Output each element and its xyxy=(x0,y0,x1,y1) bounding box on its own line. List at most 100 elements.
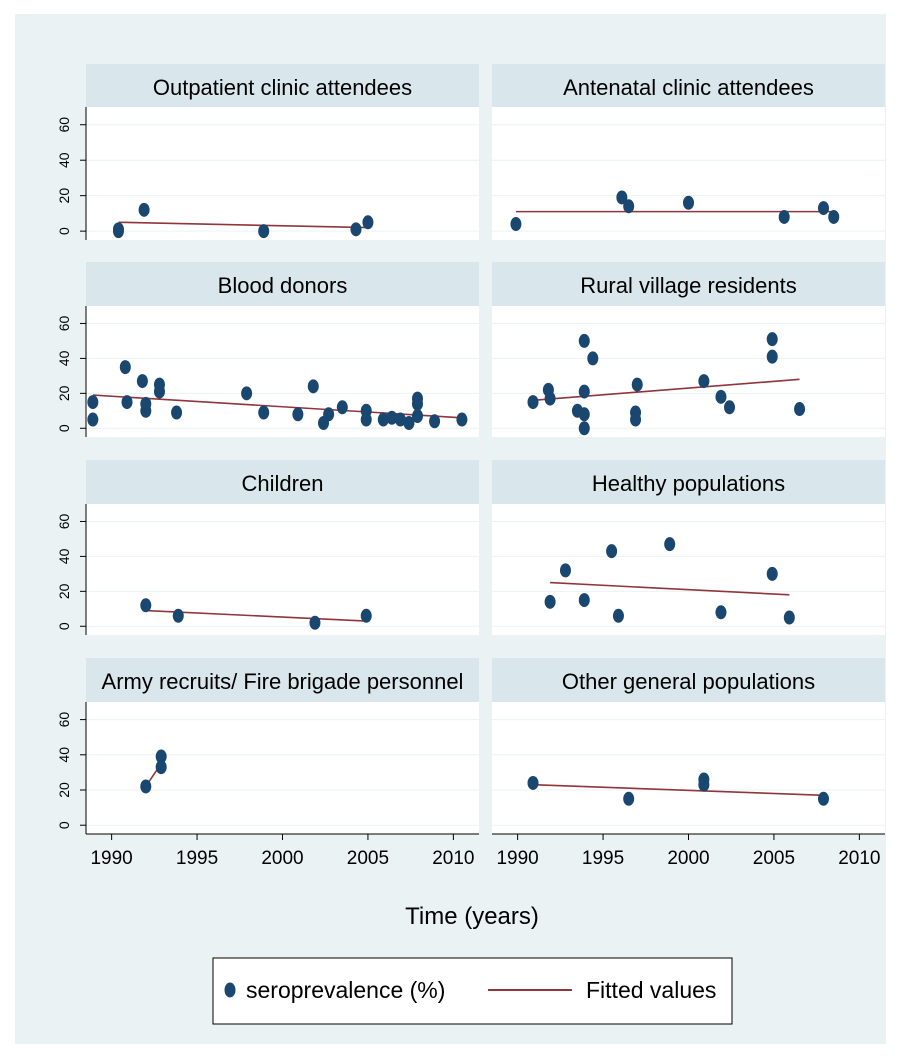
legend-label-seroprevalence: seroprevalence (%) xyxy=(246,977,445,1003)
data-point xyxy=(241,386,253,401)
data-point xyxy=(578,384,590,399)
data-point xyxy=(136,374,148,389)
panel-title: Army recruits/ Fire brigade personnel xyxy=(102,669,464,694)
data-point xyxy=(510,217,522,232)
data-point xyxy=(578,421,590,436)
data-point xyxy=(828,209,840,224)
panel-4: Rural village residents xyxy=(492,262,885,437)
data-point xyxy=(429,414,441,429)
y-tick-label: 40 xyxy=(56,747,72,763)
legend-marker-icon xyxy=(224,982,236,998)
panel-title: Outpatient clinic attendees xyxy=(153,75,412,100)
y-tick-label: 60 xyxy=(56,117,72,133)
x-tick-label: 1995 xyxy=(176,848,218,869)
data-point xyxy=(394,412,406,427)
data-point xyxy=(778,209,790,224)
y-tick-label: 0 xyxy=(56,227,72,235)
fit-line xyxy=(550,581,790,596)
panels-layer: Outpatient clinic attendees Antenatal cli… xyxy=(86,64,885,834)
fit-line xyxy=(532,378,800,402)
panel-header xyxy=(492,658,885,702)
y-tick-label: 40 xyxy=(56,152,72,168)
data-point xyxy=(377,412,389,427)
x-tick-label: 2010 xyxy=(838,848,880,869)
data-point xyxy=(87,412,99,427)
legend-label-fitted: Fitted values xyxy=(586,977,716,1003)
data-point xyxy=(386,410,398,425)
y-tick-label: 40 xyxy=(56,350,72,366)
y-tick-label: 60 xyxy=(56,315,72,331)
x-axis: 1990 1995 2000 2005 2010 xyxy=(86,833,479,869)
data-point xyxy=(623,791,635,806)
x-tick-label: 1990 xyxy=(90,848,132,869)
fit-line xyxy=(532,783,824,797)
panel-6: Healthy populations xyxy=(492,460,885,635)
x-tick-label: 2005 xyxy=(347,848,389,869)
panel-title: Rural village residents xyxy=(580,273,796,298)
plot-area xyxy=(492,306,885,437)
y-axis: 0 20 40 60 xyxy=(56,504,87,635)
y-tick-label: 0 xyxy=(56,821,72,829)
data-point xyxy=(578,407,590,422)
axes-layer: 0 20 40 60 0 20 40 60 0 20 40 60 0 20 40 60 1990 1995 2000… xyxy=(56,107,885,869)
x-tick-label: 2000 xyxy=(667,848,709,869)
panel-2: Antenatal clinic attendees xyxy=(492,64,885,240)
panel-8: Other general populations xyxy=(492,658,885,834)
data-point xyxy=(612,608,624,623)
data-point xyxy=(616,190,628,205)
data-point xyxy=(153,384,165,399)
data-point xyxy=(403,416,415,431)
plot-area xyxy=(492,107,885,240)
panel-header xyxy=(86,460,479,504)
data-point xyxy=(766,349,778,364)
panel-7: Army recruits/ Fire brigade personnel xyxy=(86,658,479,834)
y-tick-label: 20 xyxy=(56,385,72,401)
panel-header xyxy=(86,262,479,306)
data-point xyxy=(172,608,184,623)
data-point xyxy=(155,749,167,764)
data-point xyxy=(350,222,362,237)
data-point xyxy=(623,199,635,214)
data-point xyxy=(323,407,335,422)
data-point xyxy=(309,615,321,630)
data-point xyxy=(817,201,829,216)
data-point xyxy=(606,544,618,559)
data-point xyxy=(766,566,778,581)
panel-header xyxy=(86,658,479,702)
data-point xyxy=(112,222,124,237)
panel-header xyxy=(492,460,885,504)
y-tick-label: 60 xyxy=(56,712,72,728)
x-tick-label: 2000 xyxy=(261,848,303,869)
panel-5: Children xyxy=(86,460,479,635)
data-point xyxy=(362,215,374,230)
panel-title: Children xyxy=(242,471,324,496)
data-point xyxy=(683,195,694,210)
data-point xyxy=(258,224,270,239)
panel-header xyxy=(492,262,885,306)
data-point xyxy=(578,333,590,348)
data-point xyxy=(578,593,590,608)
data-point xyxy=(587,351,599,366)
plot-area xyxy=(492,504,885,635)
x-tick-label: 2005 xyxy=(753,848,795,869)
plot-area xyxy=(86,107,479,240)
data-point xyxy=(171,405,183,420)
data-point xyxy=(411,396,423,411)
data-point xyxy=(456,412,468,427)
legend-box xyxy=(212,957,733,1025)
panel-title: Healthy populations xyxy=(592,471,785,496)
data-point xyxy=(258,405,270,420)
data-point xyxy=(307,379,319,394)
data-point xyxy=(698,374,710,389)
data-point xyxy=(559,563,571,578)
panel-header xyxy=(492,64,885,107)
panel-title: Blood donors xyxy=(218,273,348,298)
data-point xyxy=(664,537,676,552)
data-point xyxy=(527,775,539,790)
data-point xyxy=(544,391,556,406)
y-tick-label: 60 xyxy=(56,513,72,529)
data-point xyxy=(140,779,152,794)
data-point xyxy=(527,395,539,410)
plot-area xyxy=(492,702,885,834)
x-axis-title: Time (years) xyxy=(405,903,539,930)
